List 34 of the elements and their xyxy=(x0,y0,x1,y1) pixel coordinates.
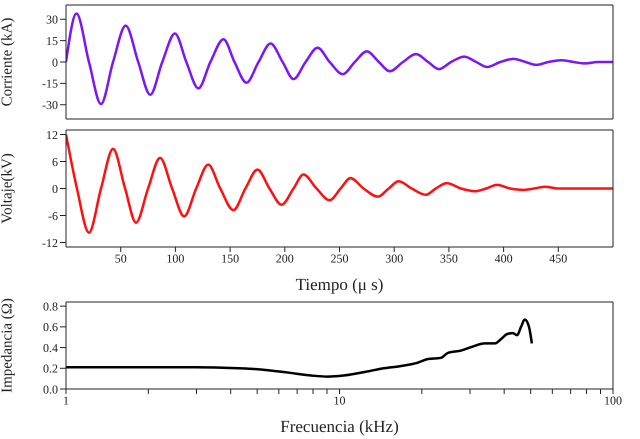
x-tick-label: 350 xyxy=(440,252,458,266)
y-tick-label: 0.6 xyxy=(43,320,58,334)
x-tick-label: 100 xyxy=(604,394,622,408)
x-tick-label: 300 xyxy=(385,252,404,266)
y-tick-label: 15 xyxy=(46,34,58,48)
y-tick-label: 6 xyxy=(52,154,58,169)
x-axis-title: Frecuencia (kHz) xyxy=(280,417,399,436)
y-tick-label: 0.2 xyxy=(43,362,58,376)
line-series xyxy=(66,12,613,106)
y-tick-label: 12 xyxy=(46,128,58,142)
y-tick-label: 0 xyxy=(52,55,58,70)
x-tick-label: 50 xyxy=(114,252,127,266)
y-axis-title: Corriente (kA) xyxy=(0,18,16,106)
x-axis-title: Tiempo (μ s) xyxy=(296,275,384,294)
y-tick-label: -15 xyxy=(42,76,58,91)
x-tick-label: 150 xyxy=(221,252,240,266)
x-tick-label: 1 xyxy=(63,394,69,408)
y-tick-label: 0.8 xyxy=(43,299,58,314)
y-tick-label: 0 xyxy=(52,182,58,196)
x-tick-label: 250 xyxy=(330,252,348,266)
x-tick-label: 100 xyxy=(166,252,184,266)
y-tick-label: -12 xyxy=(42,236,58,250)
y-tick-label: -30 xyxy=(42,98,58,112)
y-axis-title: Voltaje(kV) xyxy=(0,153,16,224)
y-axis-title: Impedancia (Ω) xyxy=(0,298,16,393)
y-tick-label: 0.0 xyxy=(43,382,58,396)
y-tick-label: -6 xyxy=(48,208,58,223)
y-tick-label: 30 xyxy=(46,12,58,27)
x-tick-label: 200 xyxy=(276,252,294,266)
y-tick-label: 0.4 xyxy=(43,340,58,355)
line-series xyxy=(66,133,613,234)
x-tick-label: 10 xyxy=(334,394,346,408)
x-tick-label: 450 xyxy=(549,252,568,266)
x-tick-label: 400 xyxy=(494,252,513,266)
